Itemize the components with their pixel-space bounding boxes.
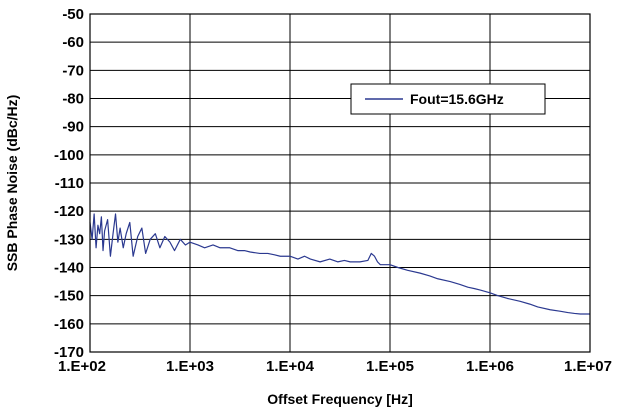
y-tick-label-12: -170 (54, 344, 84, 361)
legend: Fout=15.6GHz (350, 83, 546, 115)
x-tick-label-1: 1.E+03 (166, 358, 214, 375)
y-tick-label-11: -160 (54, 316, 84, 333)
x-tick-label-3: 1.E+05 (366, 358, 414, 375)
y-tick-label-5: -100 (54, 147, 84, 164)
x-axis-title: Offset Frequency [Hz] (267, 391, 412, 407)
x-tick-label-4: 1.E+06 (466, 358, 514, 375)
y-tick-label-2: -70 (62, 62, 84, 79)
y-axis-title: SSB Phase Noise (dBc/Hz) (4, 95, 20, 272)
y-tick-label-6: -110 (55, 175, 84, 192)
series-layer (89, 213, 590, 315)
y-tick-label-1: -60 (62, 34, 84, 51)
y-tick-label-10: -150 (54, 288, 84, 305)
y-tick-label-0: -50 (62, 6, 84, 23)
y-tick-label-3: -80 (62, 91, 84, 108)
y-tick-labels: -50 -60 -70 -80 -90 -100 -110 -120 -130 -140 -150 -… (54, 6, 84, 361)
x-tick-label-2: 1.E+04 (266, 358, 315, 375)
y-tick-label-9: -140 (54, 260, 84, 277)
y-tick-label-4: -90 (62, 119, 84, 136)
legend-label: Fout=15.6GHz (410, 91, 504, 107)
x-tick-label-0: 1.E+02 (58, 358, 106, 375)
y-tick-label-8: -130 (54, 231, 84, 248)
series-line-0 (89, 213, 590, 315)
x-tick-labels: 1.E+02 1.E+03 1.E+04 1.E+05 1.E+06 1.E+07 (58, 358, 612, 375)
x-tick-label-5: 1.E+07 (564, 358, 612, 375)
y-tick-label-7: -120 (54, 203, 84, 220)
plot-area-frame (89, 13, 591, 353)
